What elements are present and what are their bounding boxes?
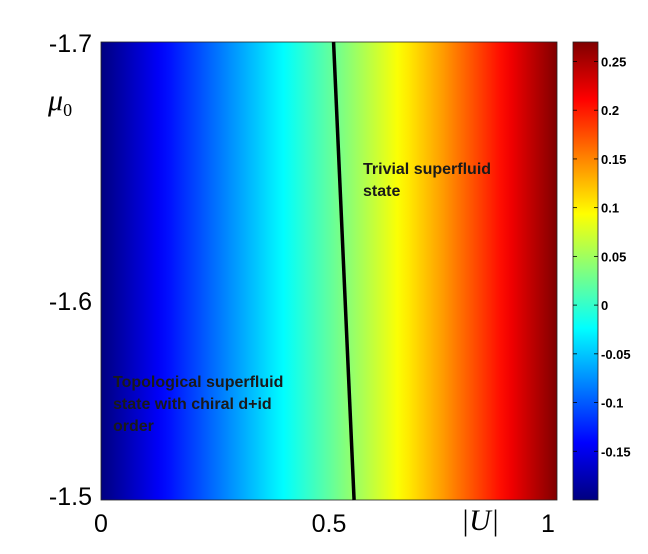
colorbar-ticks: 0.25 0.2 0.15 0.1 0.05 0 -0.05 -0.1 -0.15 bbox=[573, 54, 631, 459]
colorbar-tick-label: -0.05 bbox=[601, 347, 631, 362]
colorbar-tick-label: 0.25 bbox=[601, 54, 626, 69]
x-tick-label: 0 bbox=[94, 510, 108, 538]
colorbar-tick-label: -0.1 bbox=[601, 396, 623, 411]
colorbar-tick-label: 0 bbox=[601, 298, 608, 313]
colorbar-tick-label: -0.15 bbox=[601, 444, 631, 459]
phase-boundary-line bbox=[331, 41, 356, 501]
colorbar-tick-label: 0.1 bbox=[601, 201, 619, 216]
x-tick-label: 1 bbox=[541, 510, 555, 538]
x-axis-label: |U| bbox=[461, 504, 499, 537]
colorbar bbox=[573, 42, 598, 500]
y-tick-label: -1.6 bbox=[49, 288, 92, 316]
colorbar-tick-label: 0.05 bbox=[601, 249, 626, 264]
plot-frame bbox=[100, 41, 558, 501]
colorbar-tick-label: 0.15 bbox=[601, 152, 626, 167]
y-tick-label: -1.7 bbox=[49, 30, 92, 58]
heatmap-field bbox=[101, 42, 557, 500]
region-label-topological: Topological superfluid state with chiral… bbox=[113, 374, 288, 435]
x-tick-label: 0.5 bbox=[312, 510, 347, 538]
colorbar-tick-label: 0.2 bbox=[601, 103, 619, 118]
y-tick-label: -1.5 bbox=[49, 483, 92, 511]
colorbar-frame bbox=[572, 41, 599, 501]
region-label-trivial: Trivial superfluid state bbox=[363, 161, 495, 200]
y-axis-label: μ0 bbox=[47, 84, 72, 120]
